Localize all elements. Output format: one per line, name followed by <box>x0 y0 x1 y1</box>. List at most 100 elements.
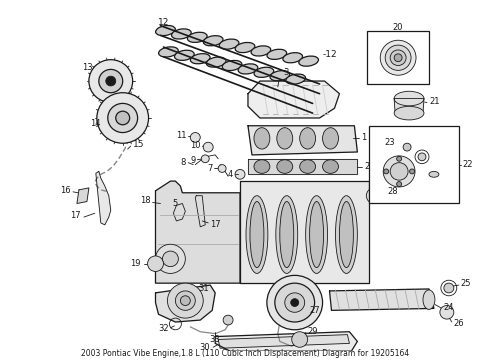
Text: 2: 2 <box>365 162 369 171</box>
Ellipse shape <box>322 160 339 174</box>
Polygon shape <box>173 203 185 221</box>
Polygon shape <box>329 289 434 310</box>
Circle shape <box>116 111 130 125</box>
Ellipse shape <box>222 60 242 71</box>
Text: 11: 11 <box>176 131 186 140</box>
Text: 19: 19 <box>130 259 141 268</box>
Ellipse shape <box>254 128 270 149</box>
Ellipse shape <box>286 74 306 84</box>
Circle shape <box>155 244 185 274</box>
Text: 21: 21 <box>429 97 440 106</box>
Circle shape <box>418 153 426 161</box>
Polygon shape <box>96 171 111 225</box>
Text: 29: 29 <box>308 327 318 336</box>
Circle shape <box>367 188 382 203</box>
Circle shape <box>175 291 196 310</box>
Circle shape <box>147 256 164 271</box>
Ellipse shape <box>336 196 357 274</box>
Ellipse shape <box>423 290 435 309</box>
Circle shape <box>384 169 389 174</box>
Ellipse shape <box>340 202 353 267</box>
Ellipse shape <box>159 47 178 57</box>
Circle shape <box>383 156 415 187</box>
Text: 9: 9 <box>190 156 196 165</box>
Ellipse shape <box>267 49 287 59</box>
Ellipse shape <box>270 71 290 81</box>
Circle shape <box>190 132 200 142</box>
Bar <box>368 31 429 84</box>
Ellipse shape <box>429 171 439 177</box>
Circle shape <box>444 283 454 293</box>
Ellipse shape <box>277 160 293 174</box>
Polygon shape <box>155 181 240 283</box>
Circle shape <box>396 156 402 161</box>
Circle shape <box>285 293 305 312</box>
Text: 26: 26 <box>454 319 465 328</box>
Polygon shape <box>248 159 357 174</box>
Polygon shape <box>155 285 215 322</box>
Text: 4: 4 <box>228 170 233 179</box>
Circle shape <box>440 306 454 319</box>
Polygon shape <box>248 126 357 155</box>
Circle shape <box>410 169 415 174</box>
Ellipse shape <box>276 196 298 274</box>
Text: 31: 31 <box>198 284 209 293</box>
Circle shape <box>380 40 416 75</box>
Polygon shape <box>218 335 349 348</box>
Circle shape <box>203 142 213 152</box>
Circle shape <box>385 45 411 70</box>
Circle shape <box>168 283 203 318</box>
Circle shape <box>394 54 402 62</box>
Text: 24: 24 <box>444 303 454 312</box>
Circle shape <box>201 155 209 163</box>
Text: 13: 13 <box>82 63 93 72</box>
Ellipse shape <box>394 91 424 106</box>
Ellipse shape <box>254 160 270 174</box>
Text: 3: 3 <box>284 68 289 77</box>
Ellipse shape <box>188 32 207 42</box>
Text: 12: 12 <box>158 18 169 27</box>
Circle shape <box>291 299 299 306</box>
Circle shape <box>97 93 148 143</box>
Circle shape <box>267 275 322 330</box>
Ellipse shape <box>322 128 339 149</box>
Circle shape <box>390 50 406 66</box>
Circle shape <box>108 103 138 132</box>
Text: 28: 28 <box>387 187 398 196</box>
Text: -12: -12 <box>322 50 337 59</box>
Ellipse shape <box>280 202 294 267</box>
Text: 20: 20 <box>393 23 403 32</box>
Ellipse shape <box>283 53 302 63</box>
Ellipse shape <box>191 54 210 64</box>
Polygon shape <box>196 196 205 227</box>
Ellipse shape <box>277 128 293 149</box>
Polygon shape <box>215 332 357 351</box>
Circle shape <box>235 170 245 179</box>
Circle shape <box>106 76 116 86</box>
Text: 23: 23 <box>384 138 395 147</box>
Text: 7: 7 <box>207 164 212 173</box>
Ellipse shape <box>306 196 327 274</box>
Text: 1: 1 <box>361 133 367 142</box>
Text: 27: 27 <box>310 306 320 315</box>
Polygon shape <box>248 81 340 118</box>
Polygon shape <box>240 181 369 283</box>
Circle shape <box>275 283 315 322</box>
Ellipse shape <box>310 202 323 267</box>
Ellipse shape <box>254 67 274 77</box>
Ellipse shape <box>299 56 318 66</box>
Circle shape <box>180 296 190 306</box>
Ellipse shape <box>251 46 271 56</box>
Text: 33: 33 <box>210 335 220 344</box>
Circle shape <box>223 315 233 325</box>
Circle shape <box>89 60 133 103</box>
Ellipse shape <box>300 160 316 174</box>
Ellipse shape <box>203 36 223 46</box>
Text: 14: 14 <box>90 119 101 128</box>
Ellipse shape <box>206 57 226 67</box>
Text: 5: 5 <box>172 199 177 208</box>
Text: 17: 17 <box>210 220 221 229</box>
Text: 22: 22 <box>463 160 473 169</box>
Ellipse shape <box>300 128 316 149</box>
Circle shape <box>163 251 178 267</box>
